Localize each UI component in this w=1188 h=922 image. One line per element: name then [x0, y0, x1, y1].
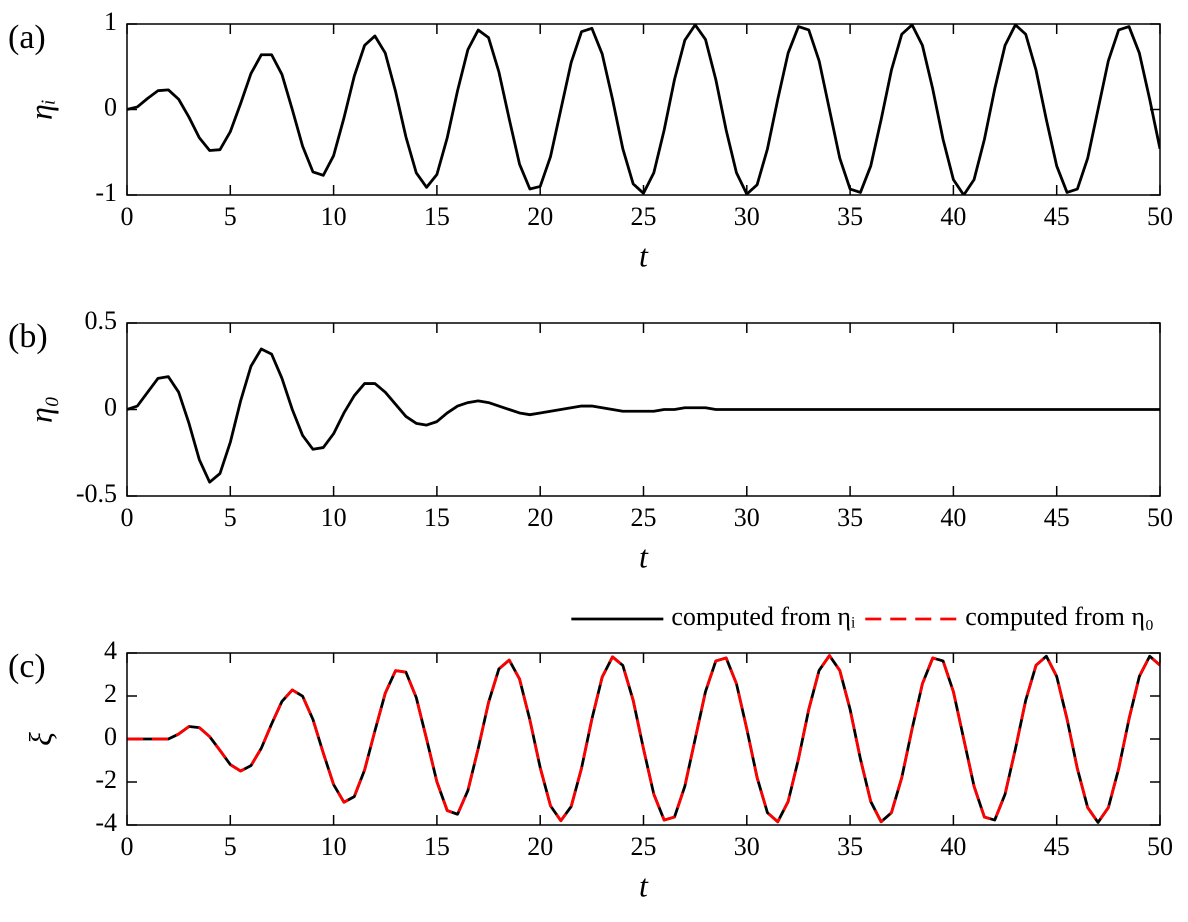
x-tick-label: 40 [940, 503, 966, 532]
y-axis-label: η₀ [22, 396, 58, 423]
series-line [127, 654, 1160, 824]
x-axis-label: t [639, 538, 649, 574]
y-tick-label: 0 [104, 722, 117, 751]
y-tick-label: 0 [104, 92, 117, 121]
x-tick-label: 30 [734, 832, 760, 861]
legend: computed from ηᵢ computed from η₀ [571, 602, 1154, 631]
x-tick-label: 5 [224, 202, 237, 231]
series-line [127, 24, 1160, 195]
x-tick-label: 45 [1044, 202, 1070, 231]
x-tick-label: 50 [1147, 832, 1173, 861]
y-tick-label: 0 [104, 392, 117, 421]
x-tick-label: 10 [321, 832, 347, 861]
x-tick-label: 10 [321, 503, 347, 532]
axes-box [126, 652, 1161, 826]
x-tick-label: 0 [121, 503, 134, 532]
legend-label: computed from ηᵢ [671, 602, 856, 631]
x-tick-label: 50 [1147, 202, 1173, 231]
x-tick-label: 5 [224, 832, 237, 861]
x-tick-label: 15 [424, 503, 450, 532]
series-line [127, 347, 1160, 484]
x-tick-label: 35 [837, 202, 863, 231]
panel-label: (a) [8, 19, 46, 56]
x-tick-label: 25 [631, 202, 657, 231]
x-tick-label: 10 [321, 202, 347, 231]
series-line [127, 654, 1160, 824]
y-tick-label: -2 [95, 765, 117, 794]
x-tick-label: 20 [527, 202, 553, 231]
panel-label: (c) [8, 648, 46, 685]
y-tick-label: -1 [95, 178, 117, 207]
x-tick-label: 40 [940, 202, 966, 231]
legend-label: computed from η₀ [965, 602, 1154, 631]
x-tick-label: 20 [527, 503, 553, 532]
x-tick-label: 15 [424, 832, 450, 861]
x-tick-label: 45 [1044, 832, 1070, 861]
x-tick-label: 25 [631, 503, 657, 532]
x-tick-label: 20 [527, 832, 553, 861]
x-tick-label: 15 [424, 202, 450, 231]
x-tick-label: 50 [1147, 503, 1173, 532]
x-tick-label: 0 [121, 832, 134, 861]
y-tick-label: -4 [95, 808, 117, 837]
x-tick-label: 30 [734, 202, 760, 231]
y-tick-label: 1 [104, 7, 117, 36]
x-tick-label: 35 [837, 832, 863, 861]
axes-box [126, 322, 1161, 497]
x-tick-label: 5 [224, 503, 237, 532]
y-tick-label: 0.5 [85, 306, 118, 335]
y-tick-label: 4 [104, 636, 117, 665]
y-tick-label: 2 [104, 679, 117, 708]
x-axis-label: t [639, 867, 649, 903]
y-axis-label: ηᵢ [22, 99, 58, 120]
y-axis-label: ξ [22, 732, 58, 746]
x-tick-label: 35 [837, 503, 863, 532]
panel-label: (b) [8, 318, 48, 355]
y-tick-label: -0.5 [76, 479, 117, 508]
x-axis-label: t [639, 237, 649, 273]
axes-box [126, 23, 1161, 196]
x-tick-label: 25 [631, 832, 657, 861]
x-tick-label: 0 [121, 202, 134, 231]
x-tick-label: 30 [734, 503, 760, 532]
x-tick-label: 45 [1044, 503, 1070, 532]
x-tick-label: 40 [940, 832, 966, 861]
